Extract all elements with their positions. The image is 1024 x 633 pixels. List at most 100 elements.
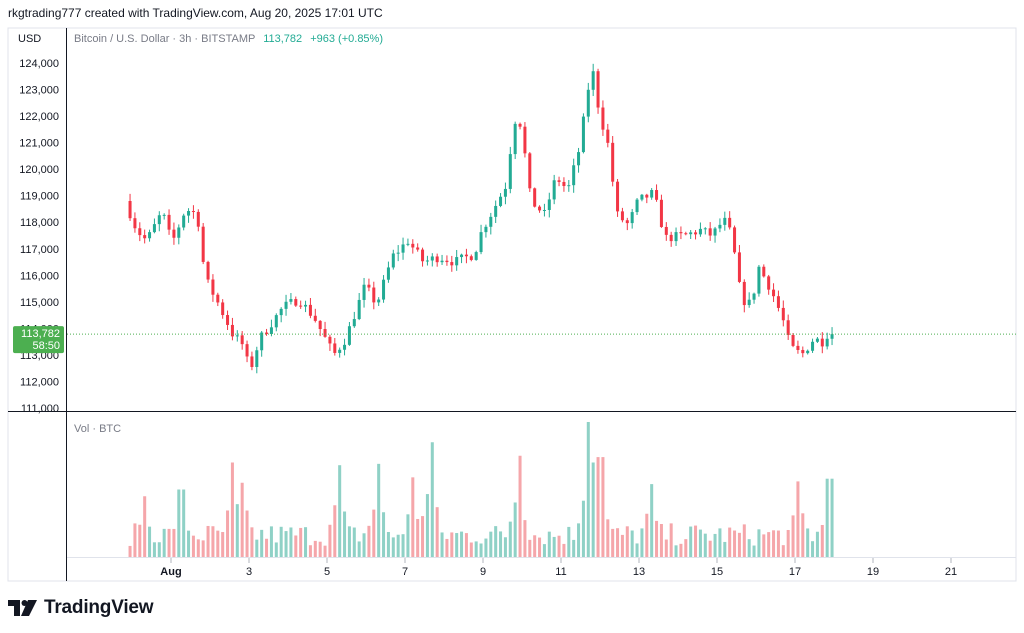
candle-body	[630, 212, 634, 224]
volume-bar	[216, 530, 220, 557]
volume-bar	[167, 528, 171, 557]
volume-bar	[313, 540, 317, 557]
candle-body	[357, 299, 361, 320]
volume-bar	[694, 525, 698, 557]
volume-bar	[723, 541, 727, 557]
volume-bar	[806, 528, 810, 557]
volume-bar	[620, 534, 624, 557]
candle-body	[528, 153, 532, 189]
candle-body	[499, 196, 503, 206]
price-badge: 113,782 58:50	[13, 326, 64, 354]
volume-bar	[450, 532, 454, 557]
price-tick-label: 122,000	[19, 111, 59, 123]
volume-bar	[143, 496, 147, 557]
volume-bar	[596, 457, 600, 557]
candle-body	[684, 233, 688, 235]
volume-bar	[552, 536, 556, 557]
volume-bar	[513, 502, 517, 557]
volume-bar	[737, 532, 741, 557]
volume-bar	[421, 516, 425, 557]
candle-body	[313, 315, 317, 321]
volume-bar	[767, 532, 771, 557]
candle-body	[460, 254, 464, 258]
candle-body	[206, 261, 210, 280]
candle-body	[713, 228, 717, 236]
candle-body	[386, 267, 390, 280]
volume-bar	[616, 528, 620, 557]
candle-body	[708, 228, 712, 236]
price-tick-label: 111,000	[21, 403, 59, 415]
volume-bar	[679, 543, 683, 557]
volume-bar	[572, 539, 576, 557]
candle-body	[508, 154, 512, 189]
candle-body	[830, 334, 834, 339]
symbol-legend: Bitcoin / U.S. Dollar · 3h · BITSTAMP 11…	[74, 33, 383, 45]
volume-bar	[674, 545, 678, 557]
time-tick-label: 7	[402, 566, 408, 578]
candle-body	[289, 299, 293, 302]
candle-body	[226, 315, 230, 325]
candle-body	[421, 249, 425, 262]
volume-bar	[655, 520, 659, 557]
time-tick-label: 17	[789, 566, 801, 578]
candle-body	[479, 232, 483, 253]
candle-body	[177, 227, 181, 238]
volume-bar	[557, 535, 561, 557]
volume-bar	[801, 513, 805, 557]
volume-bar	[645, 513, 649, 557]
volume-bar	[825, 478, 829, 557]
candle-body	[635, 199, 639, 213]
candle-body	[616, 181, 620, 212]
candle-body	[308, 304, 312, 316]
volume-bar	[640, 528, 644, 557]
candle-body	[596, 71, 600, 108]
volume-bar	[586, 422, 590, 557]
candle-body	[269, 327, 273, 334]
volume-bar	[401, 534, 405, 557]
time-tick-label: 15	[711, 566, 723, 578]
volume-bar	[362, 533, 366, 557]
time-tick-label: 13	[633, 566, 645, 578]
candle-body	[265, 332, 269, 334]
volume-bar	[503, 537, 507, 557]
volume-bar	[781, 545, 785, 557]
volume-bar	[435, 507, 439, 557]
candle-body	[757, 266, 761, 294]
volume-bar	[299, 527, 303, 557]
candle-body	[455, 257, 459, 266]
volume-bar	[489, 531, 493, 557]
change-value: +963 (+0.85%)	[310, 33, 383, 45]
volume-bar	[499, 531, 503, 557]
volume-bar	[343, 511, 347, 557]
candle-body	[143, 235, 147, 239]
candle-body	[435, 256, 439, 263]
candle-body	[362, 284, 366, 300]
candle-body	[489, 216, 493, 227]
volume-bar	[157, 542, 161, 557]
volume-bar	[742, 524, 746, 557]
volume-bar	[245, 510, 249, 557]
candle-body	[440, 260, 444, 263]
candle-body	[703, 228, 707, 230]
candle-body	[191, 211, 195, 213]
volume-bar	[211, 526, 215, 557]
volume-bar	[469, 542, 473, 557]
candle-body	[157, 215, 161, 225]
candle-body	[669, 234, 673, 242]
volume-bar	[698, 529, 702, 557]
volume-bar	[508, 521, 512, 557]
price-tick-label: 123,000	[19, 85, 59, 97]
candle-body	[625, 220, 629, 224]
volume-bar	[372, 509, 376, 557]
volume-bar	[659, 524, 663, 557]
volume-bar	[240, 482, 244, 557]
candle-body	[781, 307, 785, 321]
volume-bar	[611, 528, 615, 557]
volume-bar	[440, 532, 444, 557]
volume-bar	[757, 529, 761, 557]
volume-bar	[484, 538, 488, 557]
volume-bar	[255, 539, 259, 557]
time-tick-label: 5	[324, 566, 330, 578]
volume-bar	[533, 535, 537, 557]
volume-bars	[128, 422, 834, 557]
